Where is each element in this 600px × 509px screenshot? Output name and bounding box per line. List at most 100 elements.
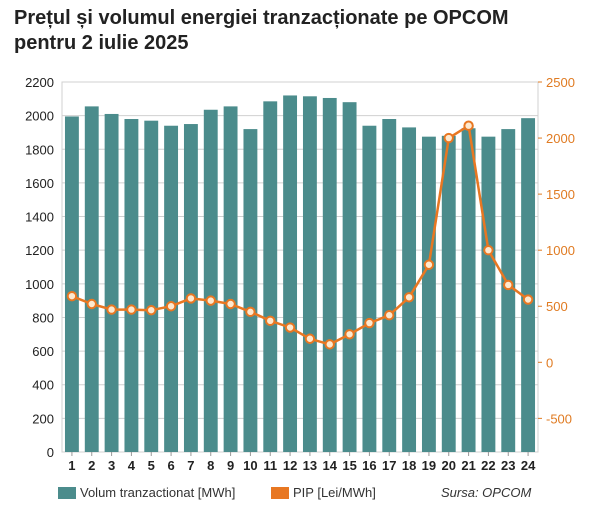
x-axis-tick-label: 14 xyxy=(323,458,338,473)
pip-point xyxy=(403,292,415,303)
legend-label-pip: PIP [Lei/MWh] xyxy=(293,485,376,500)
pip-point xyxy=(106,304,117,315)
legend-item-pip: PIP [Lei/MWh] xyxy=(271,485,376,500)
left-axis-tick-label: 1800 xyxy=(25,142,54,157)
left-axis-tick-label: 600 xyxy=(32,344,54,359)
x-axis-tick-label: 20 xyxy=(442,458,456,473)
x-axis-tick-label: 1 xyxy=(68,458,75,473)
volume-bar xyxy=(402,127,417,452)
volume-bar xyxy=(124,119,139,452)
left-axis-tick-label: 2000 xyxy=(25,109,54,124)
right-axis-tick-label: 1000 xyxy=(546,243,575,258)
legend-item-volume: Volum tranzactionat [MWh] xyxy=(58,485,235,500)
volume-bar xyxy=(421,136,436,452)
x-axis-tick-label: 24 xyxy=(521,458,536,473)
volume-bar xyxy=(243,129,258,452)
x-axis-tick-label: 11 xyxy=(263,458,277,473)
right-axis-tick-label: 2000 xyxy=(546,131,575,146)
legend: Volum tranzactionat [MWh] PIP [Lei/MWh] … xyxy=(58,485,598,505)
x-axis-tick-label: 16 xyxy=(362,458,376,473)
x-axis-tick-label: 23 xyxy=(501,458,515,473)
right-axis-tick-label: 1500 xyxy=(546,187,575,202)
plot-area xyxy=(61,81,539,453)
volume-bar xyxy=(461,128,476,452)
x-axis-tick-label: 22 xyxy=(481,458,495,473)
pip-point xyxy=(284,322,296,333)
x-axis-tick-label: 7 xyxy=(187,458,194,473)
pip-point xyxy=(205,295,216,306)
pip-point xyxy=(265,315,276,327)
volume-bar xyxy=(501,129,516,452)
right-axis-tick-label: -500 xyxy=(546,411,572,426)
volume-bar xyxy=(302,96,317,452)
volume-bar xyxy=(342,102,357,452)
legend-swatch-pip xyxy=(271,486,289,499)
left-axis-tick-label: 1200 xyxy=(25,243,54,258)
legend-swatch-volume xyxy=(58,486,76,499)
x-axis-tick-label: 3 xyxy=(108,458,115,473)
pip-point xyxy=(522,294,534,305)
x-axis-tick-label: 4 xyxy=(128,458,136,473)
volume-bar xyxy=(322,97,337,453)
pip-point xyxy=(423,259,435,270)
pip-point xyxy=(185,293,197,304)
left-axis-tick-label: 0 xyxy=(47,445,54,460)
legend-label-volume: Volum tranzactionat [MWh] xyxy=(80,485,236,500)
volume-bar xyxy=(104,113,119,453)
x-axis-tick-label: 19 xyxy=(422,458,436,473)
pip-point xyxy=(165,301,177,312)
volume-bar xyxy=(283,95,298,453)
pip-point xyxy=(483,244,494,256)
chart-title-line-1: Prețul și volumul energiei tranzacționat… xyxy=(14,7,509,29)
left-axis-tick-label: 400 xyxy=(32,378,54,393)
x-axis-tick-label: 9 xyxy=(227,458,234,473)
pip-point xyxy=(384,310,395,321)
pip-point xyxy=(503,279,514,291)
x-axis-tick-label: 15 xyxy=(342,458,356,473)
volume-bar xyxy=(481,136,496,452)
pip-point xyxy=(344,329,355,340)
right-axis-tick-label: 0 xyxy=(546,355,553,370)
source-note: Sursa: OPCOM xyxy=(441,485,532,500)
pip-point xyxy=(146,304,157,316)
volume-bar xyxy=(521,118,536,452)
x-axis-tick-label: 17 xyxy=(382,458,396,473)
volume-bar xyxy=(362,125,377,453)
pip-point xyxy=(225,298,236,310)
pip-point xyxy=(304,333,316,344)
pip-point xyxy=(324,339,335,350)
volume-bar xyxy=(382,119,397,452)
left-axis-tick-label: 1400 xyxy=(25,210,54,225)
x-axis-tick-label: 12 xyxy=(283,458,297,473)
pip-point xyxy=(463,120,474,131)
pip-point xyxy=(443,132,454,144)
volume-bar xyxy=(263,101,278,452)
right-axis-tick-label: 500 xyxy=(546,299,568,314)
pip-point xyxy=(66,290,78,302)
volume-bar xyxy=(64,116,79,453)
pip-point xyxy=(86,298,97,310)
left-axis-tick-label: 1000 xyxy=(25,277,54,292)
pip-point xyxy=(245,306,256,318)
pip-point xyxy=(126,304,137,315)
x-axis-tick-label: 2 xyxy=(88,458,95,473)
volume-bar xyxy=(223,106,238,453)
volume-bar xyxy=(203,109,218,452)
chart-title: Prețul și volumul energiei tranzacționat… xyxy=(14,6,594,56)
volume-bar xyxy=(84,106,99,453)
x-axis-tick-label: 5 xyxy=(148,458,155,473)
x-axis-tick-label: 6 xyxy=(167,458,174,473)
left-axis-tick-label: 800 xyxy=(32,310,54,325)
chart-title-line-2: pentru 2 iulie 2025 xyxy=(14,32,189,54)
x-axis-tick-label: 13 xyxy=(303,458,317,473)
volume-bar xyxy=(164,125,179,453)
left-axis-tick-label: 1600 xyxy=(25,176,54,191)
left-axis-tick-label: 200 xyxy=(32,411,54,426)
x-axis-tick-label: 8 xyxy=(207,458,214,473)
volume-bar xyxy=(144,120,159,452)
pip-point xyxy=(364,317,375,329)
volume-bar xyxy=(183,124,198,452)
left-axis-tick-label: 2200 xyxy=(25,75,54,90)
